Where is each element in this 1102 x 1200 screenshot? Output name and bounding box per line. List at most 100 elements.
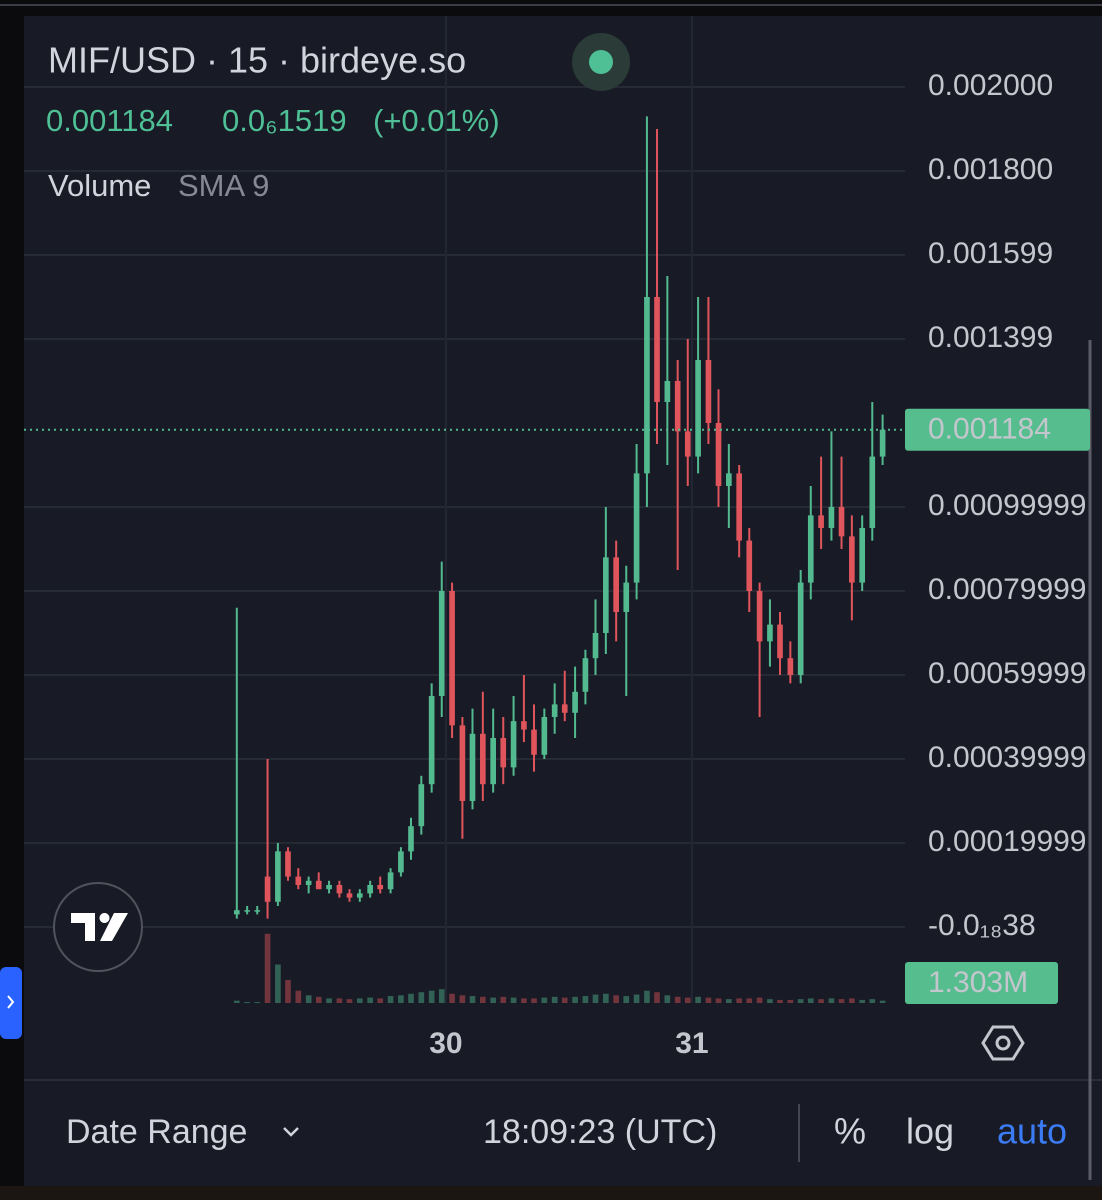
logo[interactable] bbox=[53, 882, 143, 972]
candle-body bbox=[387, 872, 394, 890]
candle-body bbox=[818, 515, 824, 528]
candle-body bbox=[644, 296, 650, 474]
candle-body bbox=[295, 876, 302, 885]
candle-body bbox=[244, 910, 250, 912]
settings-icon-core bbox=[995, 1035, 1011, 1051]
candle-body bbox=[264, 876, 271, 902]
volume-bar bbox=[438, 989, 445, 1003]
volume-bar bbox=[664, 995, 671, 1003]
candle-body bbox=[777, 624, 783, 659]
candle-body bbox=[398, 851, 404, 873]
indicator-name[interactable]: Volume bbox=[48, 168, 151, 203]
candle-body bbox=[254, 910, 261, 912]
candle-body bbox=[305, 880, 312, 885]
volume-bar bbox=[684, 997, 691, 1003]
candle-body bbox=[705, 359, 712, 423]
volume-bar bbox=[674, 996, 681, 1003]
volume-bar bbox=[387, 996, 394, 1003]
volume-bar bbox=[797, 999, 804, 1003]
percent-toggle[interactable]: % bbox=[834, 1111, 866, 1152]
volume-bar bbox=[777, 999, 783, 1003]
volume-bar bbox=[582, 996, 589, 1003]
top-edge bbox=[0, 4, 1102, 6]
candle-body bbox=[480, 733, 486, 785]
volume-bar bbox=[367, 997, 373, 1003]
candle-body bbox=[449, 590, 455, 726]
candle-body bbox=[684, 431, 691, 457]
volume-bar bbox=[398, 995, 404, 1003]
candle-body bbox=[356, 893, 363, 898]
candle-body bbox=[285, 851, 291, 877]
volume-bar bbox=[346, 999, 353, 1003]
candle-body bbox=[592, 632, 599, 659]
volume-bar bbox=[603, 993, 609, 1003]
volume-bar bbox=[726, 999, 732, 1003]
volume-bar bbox=[828, 998, 835, 1003]
volume-bar bbox=[787, 999, 794, 1003]
volume-bar bbox=[531, 998, 537, 1003]
volume-bar bbox=[859, 999, 866, 1003]
volume-bar bbox=[315, 996, 322, 1003]
clock[interactable]: 18:09:23 (UTC) bbox=[483, 1113, 717, 1151]
volume-bar bbox=[408, 993, 414, 1003]
x-tick-label: 30 bbox=[429, 1027, 462, 1060]
y-tick-label: 0.002000 bbox=[928, 69, 1053, 102]
y-tick-label: 0.00019999 bbox=[928, 825, 1087, 858]
candle-body bbox=[377, 884, 384, 890]
candle-body bbox=[572, 691, 578, 713]
candle-body bbox=[346, 893, 353, 898]
candle-body bbox=[561, 704, 568, 713]
candle-body bbox=[521, 721, 527, 730]
candle-body bbox=[828, 506, 835, 528]
volume-bar bbox=[305, 995, 312, 1003]
candle-body bbox=[233, 910, 240, 915]
volume-bar bbox=[715, 998, 722, 1003]
candle-body bbox=[459, 725, 466, 801]
indicator-param: SMA 9 bbox=[178, 168, 269, 203]
volume-bar bbox=[459, 995, 466, 1003]
volume-badge bbox=[905, 961, 1058, 1004]
status-dot bbox=[589, 50, 613, 74]
candle-body bbox=[531, 729, 537, 755]
volume-bar bbox=[490, 997, 496, 1003]
settings-button[interactable] bbox=[981, 1025, 1025, 1061]
candle-body bbox=[736, 473, 743, 541]
volume-bar bbox=[705, 997, 712, 1003]
volume-bar bbox=[418, 992, 425, 1003]
candle-body bbox=[623, 582, 630, 612]
y-tick-label: 0.00059999 bbox=[928, 657, 1087, 690]
candle-body bbox=[756, 590, 763, 642]
plot-area bbox=[24, 16, 905, 1004]
log-toggle[interactable]: log bbox=[906, 1111, 954, 1152]
volume-bar bbox=[377, 998, 384, 1003]
candle-body bbox=[336, 884, 343, 894]
candle-body bbox=[541, 716, 548, 755]
volume-bar bbox=[654, 992, 660, 1003]
volume-bar bbox=[510, 997, 517, 1003]
candle-body bbox=[490, 737, 496, 785]
candle-body bbox=[613, 557, 619, 612]
volume-bar bbox=[500, 996, 507, 1003]
volume-bar bbox=[561, 997, 568, 1003]
y-tick-label: 0.001399 bbox=[928, 321, 1053, 354]
volume-bar bbox=[572, 996, 578, 1003]
candle-body bbox=[315, 880, 322, 890]
candle-body bbox=[879, 429, 886, 457]
volume-bar bbox=[644, 990, 650, 1003]
sidebar-toggle-icon bbox=[7, 995, 15, 1009]
volume-bar bbox=[695, 996, 701, 1003]
volume-bar bbox=[551, 996, 558, 1003]
volume-bar bbox=[807, 998, 814, 1003]
auto-toggle[interactable]: auto bbox=[997, 1111, 1067, 1152]
candle-body bbox=[838, 506, 845, 537]
volume-bar bbox=[746, 998, 753, 1003]
candle-body bbox=[510, 721, 517, 768]
volume-bar bbox=[244, 1002, 250, 1004]
date-range-button[interactable]: Date Range bbox=[66, 1113, 247, 1151]
candle-body bbox=[664, 380, 671, 402]
volume-bar bbox=[838, 999, 845, 1003]
header-change: 0.0₆1519 bbox=[222, 103, 347, 138]
candle-body bbox=[275, 851, 281, 902]
candle-body bbox=[797, 582, 804, 675]
